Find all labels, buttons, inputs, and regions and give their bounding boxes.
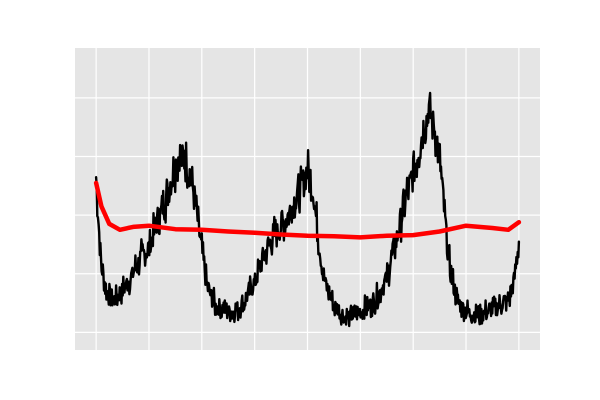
series-line-1 bbox=[93, 180, 522, 240]
series-line-0 bbox=[94, 91, 521, 328]
series-layer bbox=[93, 91, 522, 328]
grid bbox=[75, 38, 540, 350]
